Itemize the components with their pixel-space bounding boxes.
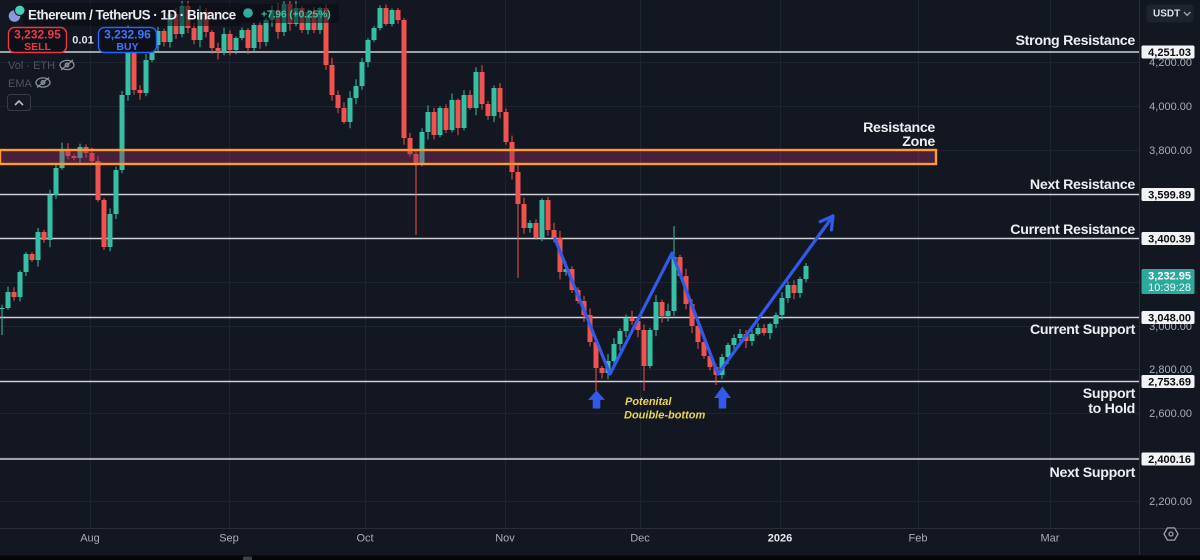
svg-text:3,599.89: 3,599.89	[1148, 190, 1191, 202]
svg-text:Current Support: Current Support	[1030, 322, 1136, 338]
svg-text:3,232.96: 3,232.96	[104, 28, 151, 42]
svg-text:Current Resistance: Current Resistance	[1010, 222, 1135, 238]
svg-text:Zone: Zone	[902, 134, 935, 150]
svg-text:Strong Resistance: Strong Resistance	[1016, 33, 1136, 49]
svg-text:Dec: Dec	[630, 533, 650, 545]
svg-text:3,400.39: 3,400.39	[1148, 234, 1191, 246]
svg-text:Nov: Nov	[495, 533, 515, 545]
svg-text:Aug: Aug	[80, 533, 100, 545]
svg-text:2,400.16: 2,400.16	[1148, 454, 1191, 466]
svg-text:2,800.00: 2,800.00	[1149, 364, 1192, 376]
svg-text:BUY: BUY	[116, 41, 138, 53]
svg-text:Support: Support	[1083, 386, 1136, 402]
svg-text:3,048.00: 3,048.00	[1148, 313, 1191, 325]
svg-text:3,232.95: 3,232.95	[14, 28, 61, 42]
svg-text:3,232.95: 3,232.95	[1148, 271, 1191, 283]
svg-text:Next Resistance: Next Resistance	[1030, 177, 1136, 193]
svg-text:Potenital: Potenital	[625, 396, 672, 408]
svg-text:0.01: 0.01	[72, 35, 93, 47]
svg-text:2026: 2026	[768, 533, 792, 545]
svg-text:Vol · ETH: Vol · ETH	[8, 60, 55, 72]
svg-text:Resistance: Resistance	[863, 120, 935, 136]
svg-text:+7.96 (+0.25%): +7.96 (+0.25%)	[261, 9, 331, 21]
svg-text:4,251.03: 4,251.03	[1148, 47, 1191, 59]
svg-text:Ethereum / TetherUS · 1D · Bin: Ethereum / TetherUS · 1D · Binance	[28, 8, 237, 23]
svg-text:3,800.00: 3,800.00	[1149, 145, 1192, 157]
svg-text:2,200.00: 2,200.00	[1149, 496, 1192, 508]
svg-text:Douible-bottom: Douible-bottom	[624, 410, 705, 422]
svg-text:4,200.00: 4,200.00	[1149, 57, 1192, 69]
svg-text:2,753.69: 2,753.69	[1148, 377, 1191, 389]
svg-text:Next Support: Next Support	[1050, 465, 1136, 481]
svg-text:to Hold: to Hold	[1088, 401, 1135, 417]
svg-text:Sep: Sep	[219, 533, 239, 545]
svg-text:Feb: Feb	[909, 533, 928, 545]
svg-text:Mar: Mar	[1041, 533, 1060, 545]
svg-text:10:39:28: 10:39:28	[1148, 282, 1191, 294]
svg-text:2,600.00: 2,600.00	[1149, 408, 1192, 420]
svg-text:Oct: Oct	[356, 533, 373, 545]
svg-text:SELL: SELL	[24, 41, 51, 53]
svg-text:USDT: USDT	[1153, 9, 1180, 20]
svg-text:EMA: EMA	[8, 78, 33, 90]
svg-text:4,000.00: 4,000.00	[1149, 101, 1192, 113]
